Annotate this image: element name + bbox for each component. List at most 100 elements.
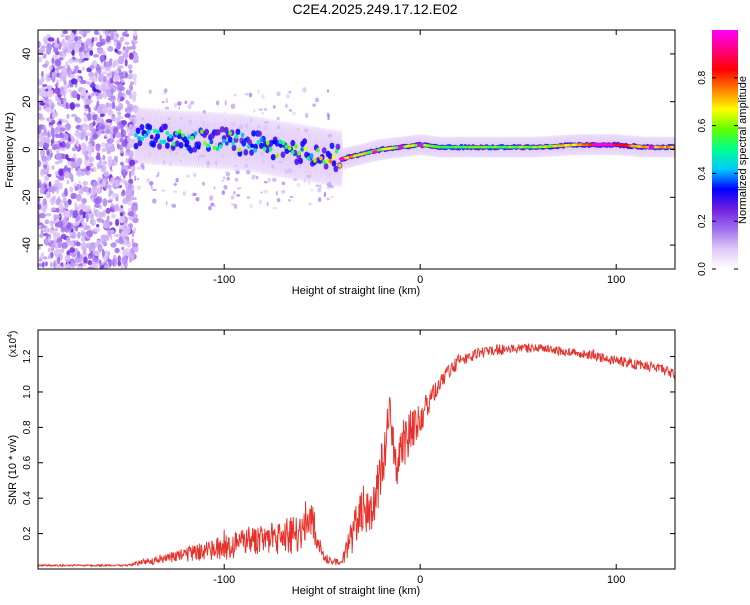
snr-panel: -100 0 100 0.2 0.4 0.6 0.8 1.0 1.2 Height of str… (7, 329, 676, 597)
spectrogram-ridge-core (574, 143, 578, 147)
spectrogram-ridge-core (621, 143, 625, 147)
spectrogram-noise-cell (56, 152, 63, 161)
spectrogram-noise-cell (42, 256, 48, 260)
spectrogram-noise-cell (131, 165, 136, 172)
spectrogram-noise-cell (121, 246, 125, 251)
spectrogram-ridge-band (174, 140, 180, 147)
spectrogram-ridge-band (237, 150, 243, 157)
spectrogram-noise-cell (51, 207, 57, 212)
spectrogram-noise-cell (42, 135, 47, 142)
spectrogram-noise-cell (39, 233, 44, 238)
snr-xlabel: Height of straight line (km) (292, 585, 420, 597)
spectrogram-ridge-core (225, 141, 229, 146)
spectrogram-noise-cell (41, 86, 46, 92)
spectrogram-ridge-band (135, 127, 141, 134)
colorbar-tick-label: 0.0 (697, 262, 708, 276)
spectrogram-noise-cell (74, 36, 78, 42)
spectrogram-noise-cell (128, 178, 134, 185)
spectrogram-noise-cell (90, 83, 96, 87)
spectrogram-peak (372, 150, 379, 154)
spectrogram-noise-cell (128, 69, 133, 74)
spectrogram-noise-cell (69, 235, 77, 239)
spectrogram-ridge-band (133, 142, 139, 150)
spectrogram-noise-cell (132, 242, 139, 248)
spectrogram-noise-cell (68, 39, 74, 47)
spectrogram-noise-cell (71, 161, 78, 168)
spectrogram-speckle (210, 202, 215, 207)
spectrogram-noise-cell (104, 84, 110, 90)
spectrogram-noise-cell (69, 247, 76, 254)
spectrogram-speckle (280, 189, 283, 194)
spectrogram-speckle (253, 109, 256, 113)
spectrogram-ridge-core (626, 144, 630, 148)
spectrogram-noise-cell (42, 53, 47, 59)
spectrogram-ridge-band (247, 139, 253, 146)
spectrogram-speckle (182, 191, 187, 196)
spectrogram-ridge-core (193, 131, 198, 136)
spectrogram-ridge-core (284, 144, 289, 149)
spectrogram-noise-cell (51, 246, 54, 252)
spectrogram-noise-cell (42, 161, 48, 166)
spectrogram-ridge-core (668, 145, 672, 149)
spectrogram-noise-cell (68, 172, 74, 180)
spectrogram-noise-cell (121, 120, 127, 126)
spectrogram-noise-cell (70, 228, 74, 233)
spectrogram-ridge-core (489, 145, 493, 149)
spectrogram-speckle (208, 205, 212, 211)
spectrogram-speckle (263, 189, 268, 194)
spectrogram-noise-cell (66, 264, 70, 269)
spectrogram-noise-cell (63, 100, 66, 110)
spectrogram-ridge-band (170, 144, 176, 151)
spectrogram-ridge-core (663, 145, 667, 149)
spectrogram-ridge-core (291, 150, 295, 155)
spectrogram-noise-cell (87, 97, 92, 106)
spectrogram-ridge-core (447, 145, 451, 149)
spectrogram-ridge-band (253, 143, 258, 150)
spectrogram-noise-cell (101, 248, 105, 257)
spectrogram-ridge-band (137, 139, 143, 147)
spectrogram-speckle (318, 184, 322, 190)
spectrogram-ridge-core (306, 156, 311, 161)
spectrogram-noise-cell (38, 160, 42, 168)
spectrogram-noise-cell (117, 50, 122, 55)
spectrogram-ridge-core (555, 144, 559, 148)
spectrogram-noise-cell (127, 211, 134, 217)
spectrogram-noise-cell (102, 209, 106, 218)
spectrogram-noise-cell (54, 161, 60, 165)
spectrogram-noise-cell (125, 72, 128, 79)
spectrogram-noise-cell (84, 205, 91, 213)
spectrogram-noise-cell (110, 88, 114, 95)
spectrogram-noise-cell (99, 113, 105, 118)
spectrogram-noise-cell (76, 93, 81, 101)
spectrogram-ridge-core (259, 137, 264, 142)
spectrogram-speckle (172, 190, 178, 194)
spectrogram-noise-cell (101, 71, 108, 75)
spectrogram-noise-cell (121, 168, 127, 177)
spectrogram-ridge-band (270, 154, 276, 161)
spectrogram-noise-cell (109, 133, 114, 140)
spectrogram-noise-cell (49, 148, 53, 154)
spectrogram-ridge-core (506, 145, 510, 149)
spectrogram-noise-cell (55, 198, 60, 206)
spectrogram-noise-cell (55, 214, 61, 219)
spectrogram-speckle (178, 107, 181, 110)
spectrogram-noise-cell (52, 231, 57, 236)
spectrogram-noise-cell (107, 45, 114, 52)
spectrogram-noise-cell (66, 64, 71, 74)
spectrogram-noise-cell (84, 224, 91, 231)
spectrogram-noise-cell (46, 90, 54, 98)
spectrogram-noise-cell (47, 155, 50, 161)
spectrogram-ridge-core (475, 145, 479, 149)
spectrogram-ridge-core (240, 132, 245, 138)
spectrogram-ridge-band (333, 165, 339, 173)
spectrogram-noise-cell (53, 234, 57, 242)
spectrogram-speckle (230, 203, 235, 206)
spectrogram-speckle (224, 100, 227, 106)
spectrogram-ridge-core (517, 145, 522, 149)
spectrogram-speckle (209, 195, 214, 201)
snr-ytick-label: 1.0 (22, 385, 33, 399)
spectrogram-noise-cell (83, 256, 88, 264)
spectrogram-speckle (202, 181, 205, 186)
spectrogram-ridge-core (187, 135, 192, 140)
spectrogram-noise-cell (122, 46, 126, 51)
